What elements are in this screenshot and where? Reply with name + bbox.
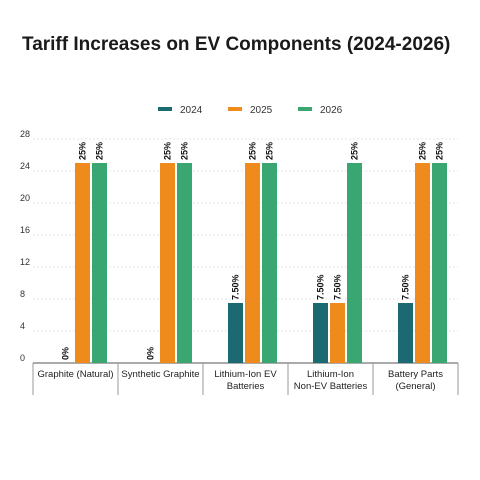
category-label: Non-EV Batteries — [294, 381, 368, 392]
data-label: 25% — [248, 142, 258, 160]
y-tick-label: 4 — [20, 321, 25, 331]
category-label: Lithium-Ion EV — [214, 369, 277, 380]
legend-label-2024: 2024 — [180, 105, 203, 116]
y-tick-label: 20 — [20, 193, 30, 203]
data-label: 25% — [163, 142, 173, 160]
data-label: 7.50% — [316, 274, 326, 300]
bar-2025 — [245, 163, 260, 363]
data-label: 25% — [265, 142, 275, 160]
bar-2026 — [432, 163, 447, 363]
y-tick-label: 28 — [20, 129, 30, 139]
category-label: Batteries — [227, 381, 265, 392]
data-label: 0% — [61, 347, 71, 360]
legend-label-2025: 2025 — [250, 105, 273, 116]
category-label: Battery Parts — [388, 369, 443, 380]
category-label: Lithium-Ion — [307, 369, 354, 380]
bar-2025 — [415, 163, 430, 363]
bar-2024 — [398, 303, 413, 363]
bar-2025 — [75, 163, 90, 363]
y-tick-label: 12 — [20, 257, 30, 267]
legend-label-2026: 2026 — [320, 105, 343, 116]
bar-2024 — [313, 303, 328, 363]
data-label: 0% — [146, 347, 156, 360]
data-label: 7.50% — [231, 274, 241, 300]
chart-title: Tariff Increases on EV Components (2024-… — [22, 34, 451, 55]
bar-2024 — [228, 303, 243, 363]
bar-2026 — [177, 163, 192, 363]
data-label: 25% — [95, 142, 105, 160]
data-label: 25% — [180, 142, 190, 160]
data-label: 25% — [350, 142, 360, 160]
y-tick-label: 8 — [20, 289, 25, 299]
category-label: Synthetic Graphite — [121, 369, 199, 380]
y-tick-label: 24 — [20, 161, 30, 171]
data-label: 25% — [418, 142, 428, 160]
data-label: 25% — [435, 142, 445, 160]
bar-2025 — [330, 303, 345, 363]
category-label: Graphite (Natural) — [37, 369, 113, 380]
bar-2026 — [92, 163, 107, 363]
category-label: (General) — [395, 381, 435, 392]
data-label: 25% — [78, 142, 88, 160]
data-label: 7.50% — [333, 274, 343, 300]
bar-2025 — [160, 163, 175, 363]
bar-2026 — [262, 163, 277, 363]
bar-2026 — [347, 163, 362, 363]
y-tick-label: 16 — [20, 225, 30, 235]
data-label: 7.50% — [401, 274, 411, 300]
y-tick-label: 0 — [20, 353, 25, 363]
